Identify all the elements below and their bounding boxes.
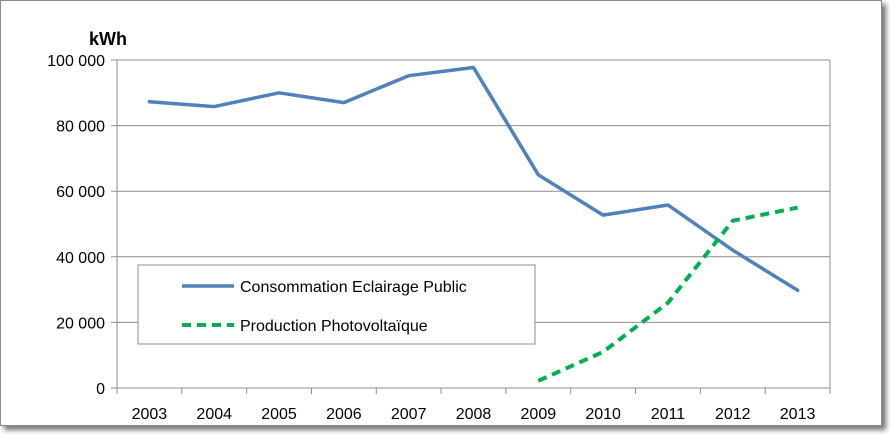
legend-label: Consommation Eclairage Public: [240, 279, 467, 296]
x-tick-label: 2003: [132, 406, 168, 423]
x-tick-label: 2010: [585, 406, 621, 423]
y-axis-unit-label: kWh: [89, 29, 127, 49]
y-tick-label: 40 000: [56, 250, 105, 267]
y-tick-label: 80 000: [56, 119, 105, 136]
legend-label: Production Photovoltaïque: [240, 318, 428, 335]
x-tick-label: 2012: [715, 406, 751, 423]
legend: Consommation Eclairage Public Production …: [137, 264, 536, 345]
x-tick-label: 2009: [521, 406, 557, 423]
series-line-consommation: [147, 65, 800, 293]
gridlines: [117, 59, 831, 388]
x-tick-label: 2011: [651, 406, 686, 423]
x-tick-label: 2006: [326, 406, 362, 423]
series-lines: [147, 65, 800, 383]
legend-box: [137, 264, 536, 345]
x-tick-label: 2007: [391, 406, 427, 423]
chart-frame: 0 20 000 40 000 60 000 80 000 100 000 2003 2004…: [0, 0, 882, 426]
y-tick-label: 100 000: [47, 53, 105, 70]
x-tick-label: 2008: [456, 406, 492, 423]
series-line-production: [537, 205, 798, 383]
y-tick-label: 0: [96, 381, 105, 398]
x-tick-label: 2013: [780, 406, 816, 423]
y-tick-label: 20 000: [56, 315, 105, 332]
axes: 0 20 000 40 000 60 000 80 000 100 000 2003 2004…: [47, 53, 831, 423]
y-tick-label: 60 000: [56, 184, 105, 201]
x-tick-label: 2005: [261, 406, 297, 423]
line-chart: 0 20 000 40 000 60 000 80 000 100 000 2003 2004…: [47, 29, 831, 423]
x-tick-label: 2004: [196, 406, 232, 423]
